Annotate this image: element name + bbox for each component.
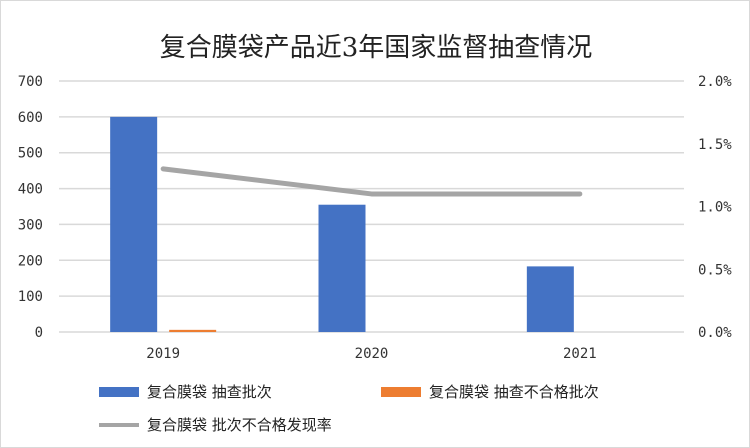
y-tick-label: 400: [18, 182, 43, 198]
bar-2021-series-0: [526, 266, 574, 332]
y-tick-label: 700: [18, 74, 43, 90]
legend-item-2: 复合膜袋 批次不合格发现率: [99, 414, 332, 435]
y-tick-label: 0: [35, 325, 43, 341]
legend-label: 复合膜袋 抽查不合格批次: [429, 383, 599, 401]
bar-2019-series-0: [110, 116, 158, 332]
y2-tick-label: 0.0%: [698, 325, 732, 341]
legend-item-1: 复合膜袋 抽查不合格批次: [381, 381, 599, 402]
y2-tick-label: 0.5%: [698, 262, 732, 278]
y-tick-label: 300: [18, 217, 43, 233]
legend-label: 复合膜袋 批次不合格发现率: [147, 416, 332, 434]
y2-tick-label: 1.5%: [698, 137, 732, 153]
x-tick-label: 2019: [146, 346, 180, 362]
bar-2020-series-0: [318, 204, 366, 332]
legend-swatch-gray: [99, 422, 139, 427]
y2-tick-label: 2.0%: [698, 74, 732, 90]
y2-tick-label: 1.0%: [698, 200, 732, 216]
chart-title: 复合膜袋产品近3年国家监督抽查情况: [159, 33, 593, 63]
y-tick-label: 200: [18, 253, 43, 269]
y-tick-label: 600: [18, 110, 43, 126]
legend-item-0: 复合膜袋 抽查批次: [99, 381, 272, 402]
legend-swatch-blue: [99, 386, 139, 397]
x-tick-label: 2020: [355, 346, 389, 362]
x-tick-label: 2021: [563, 346, 597, 362]
legend-swatch-orange: [381, 386, 421, 397]
y-tick-label: 100: [18, 289, 43, 305]
bar-2019-series-1: [169, 329, 217, 332]
y-tick-label: 500: [18, 146, 43, 162]
rate-line: [160, 166, 583, 197]
legend-label: 复合膜袋 抽查批次: [147, 383, 272, 401]
